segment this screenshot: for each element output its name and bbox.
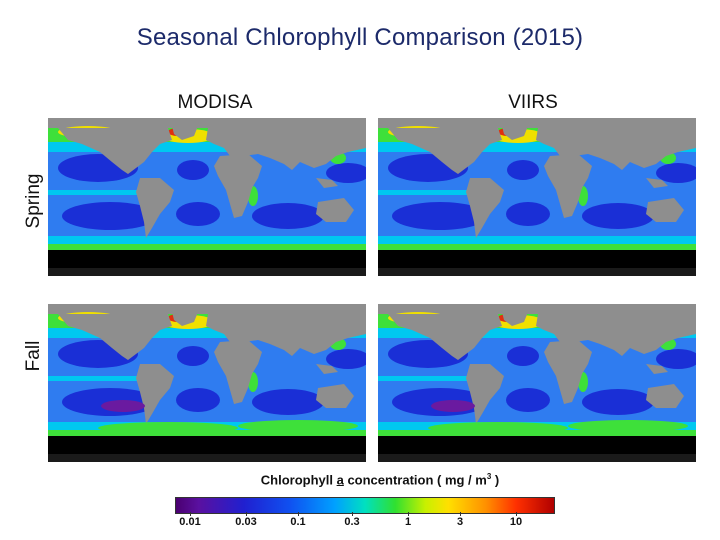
colorbar-tick-label: 10 [509, 516, 523, 528]
colorbar-tick [298, 512, 299, 516]
map-fall-viirs [378, 304, 696, 462]
colorbar-tick [516, 512, 517, 516]
column-header-modisa: MODISA [177, 92, 253, 113]
colorbar-tick-label: 0.1 [290, 516, 306, 528]
map-spring-modisa [48, 118, 366, 276]
figure-title: Seasonal Chlorophyll Comparison (2015) [136, 24, 584, 51]
colorbar [175, 497, 555, 514]
row-header-spring: Spring [23, 173, 44, 229]
colorbar-tick-label: 0.3 [344, 516, 360, 528]
colorbar-tick-label: 0.03 [235, 516, 257, 528]
map-fall-modisa [48, 304, 366, 462]
colorbar-tick-label: 3 [456, 516, 464, 528]
colorbar-tick [190, 512, 191, 516]
row-header-fall: Fall [23, 340, 44, 372]
colorbar-tick-label: 0.01 [179, 516, 201, 528]
column-header-viirs: VIIRS [508, 92, 558, 113]
colorbar-tick [246, 512, 247, 516]
colorbar-tick [352, 512, 353, 516]
map-spring-viirs [378, 118, 696, 276]
colorbar-title: Chlorophyll a concentration ( mg / m3 ) [260, 472, 500, 488]
colorbar-tick-label: 1 [404, 516, 412, 528]
colorbar-tick [460, 512, 461, 516]
colorbar-tick [408, 512, 409, 516]
